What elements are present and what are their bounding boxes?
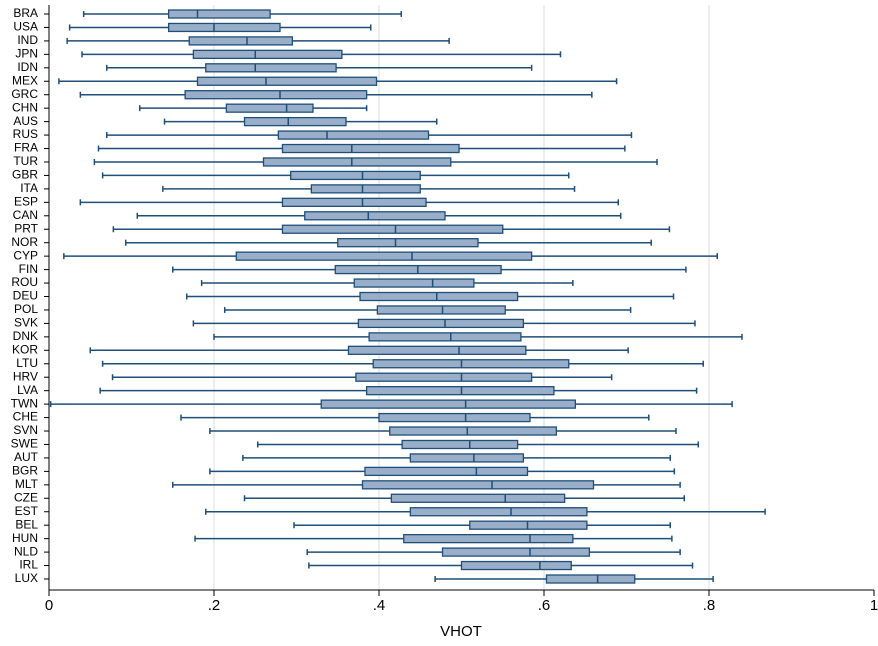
y-tick-label: CZE <box>14 490 38 504</box>
box <box>281 143 460 154</box>
y-tick-label: BRA <box>13 6 38 20</box>
box <box>290 170 421 181</box>
y-tick-label: NOR <box>11 235 38 249</box>
y-tick-label: HUN <box>12 531 38 545</box>
box <box>243 116 347 127</box>
x-tick-label: .4 <box>373 597 386 614</box>
box <box>310 184 421 194</box>
box <box>376 305 506 315</box>
y-tick-label: TUR <box>13 154 38 168</box>
y-tick-label: CAN <box>13 208 38 222</box>
y-tick-label: ROU <box>11 275 38 289</box>
y-tick-label: IDN <box>17 60 38 74</box>
y-tick-label: IRL <box>19 558 38 572</box>
box <box>545 574 636 584</box>
y-tick-label: DNK <box>13 329 38 343</box>
box <box>277 130 430 140</box>
y-tick-label: JPN <box>15 47 38 61</box>
box <box>320 399 577 409</box>
y-tick-label: DEU <box>13 289 38 303</box>
box <box>389 426 558 436</box>
y-tick-label: AUS <box>13 114 38 128</box>
box <box>368 332 522 342</box>
box <box>304 211 446 221</box>
y-tick-label: SVN <box>13 423 38 437</box>
box <box>205 63 337 73</box>
box <box>337 238 479 248</box>
y-tick-label: ESP <box>14 195 38 209</box>
y-tick-label: LUX <box>15 571 38 585</box>
box <box>409 507 588 517</box>
box <box>167 22 281 33</box>
box <box>347 345 527 355</box>
box <box>225 103 314 113</box>
y-tick-label: PRT <box>14 221 38 235</box>
box <box>364 466 529 477</box>
y-tick-label: BEL <box>15 517 38 531</box>
box <box>441 547 591 557</box>
x-tick-label: .2 <box>208 597 221 614</box>
box <box>361 480 595 490</box>
box <box>167 9 271 19</box>
y-tick-label: FIN <box>19 262 38 276</box>
y-tick-label: TWN <box>11 396 38 410</box>
y-tick-label: LTU <box>16 356 38 370</box>
box <box>196 76 378 86</box>
x-tick-label: 1 <box>870 597 878 614</box>
box <box>378 412 531 423</box>
y-tick-label: IND <box>17 33 38 47</box>
y-tick-label: LVA <box>17 383 38 397</box>
y-tick-label: KOR <box>12 342 38 356</box>
x-axis-label: VHOT <box>440 623 482 640</box>
y-tick-label: MLT <box>15 477 39 491</box>
box <box>469 520 588 530</box>
box <box>235 251 533 261</box>
box <box>401 439 519 450</box>
y-tick-label: FRA <box>14 141 38 155</box>
y-tick-label: MEX <box>12 73 38 87</box>
y-tick-label: BGR <box>12 464 38 478</box>
box <box>390 493 566 503</box>
y-tick-label: HRV <box>13 369 38 383</box>
box <box>262 157 452 167</box>
box <box>188 36 294 46</box>
box <box>359 291 519 302</box>
y-tick-label: RUS <box>13 127 38 141</box>
y-tick-label: EST <box>15 504 39 518</box>
y-tick-label: POL <box>14 302 38 316</box>
box <box>357 318 525 329</box>
y-tick-label: AUT <box>14 450 39 464</box>
x-tick-label: .6 <box>538 597 551 614</box>
x-tick-label: 0 <box>45 597 53 614</box>
y-tick-label: GBR <box>12 168 38 182</box>
box <box>365 386 555 396</box>
box <box>355 372 533 382</box>
box <box>372 359 570 369</box>
y-tick-label: NLD <box>14 544 38 558</box>
y-tick-label: SWE <box>11 437 38 451</box>
box <box>184 90 368 100</box>
y-tick-label: CHE <box>13 410 38 424</box>
box <box>281 197 427 207</box>
y-tick-label: USA <box>13 20 38 34</box>
y-tick-label: CYP <box>13 248 38 262</box>
box <box>353 278 475 288</box>
box <box>281 224 504 234</box>
box <box>403 533 574 544</box>
y-tick-label: GRC <box>11 87 38 101</box>
box <box>409 453 525 463</box>
box <box>192 49 343 60</box>
y-tick-label: CHN <box>12 100 38 114</box>
y-tick-label: SVK <box>14 316 38 330</box>
box <box>460 560 572 571</box>
y-tick-label: ITA <box>20 181 38 195</box>
x-tick-label: .8 <box>703 597 716 614</box>
